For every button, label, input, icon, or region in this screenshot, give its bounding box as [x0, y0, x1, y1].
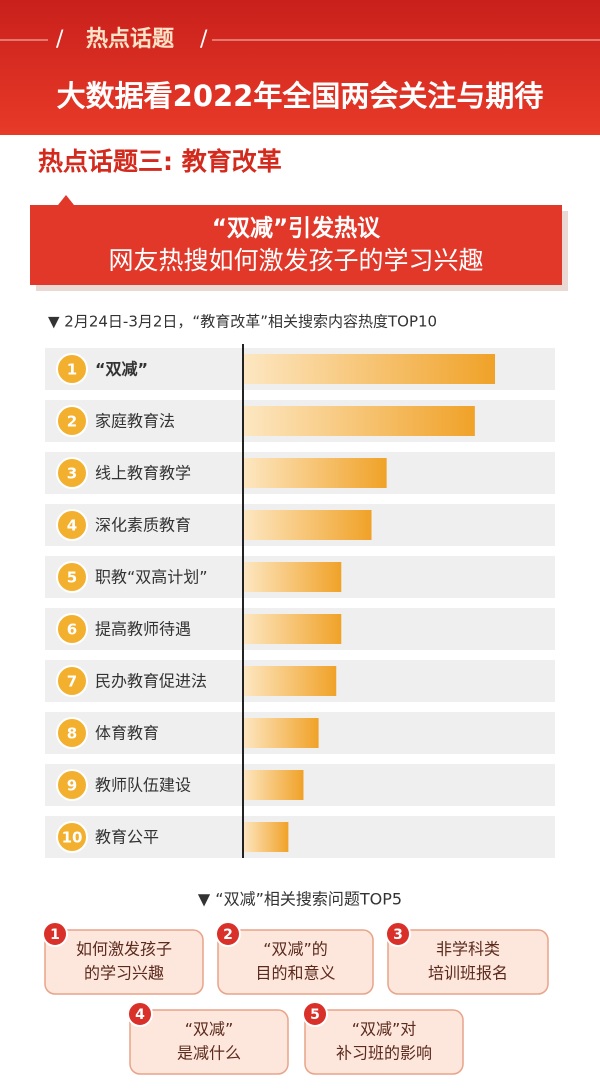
- rank-number: 8: [67, 725, 77, 743]
- bar: [243, 406, 475, 436]
- question-text: 非学科类: [436, 940, 500, 959]
- slash: /: [200, 27, 208, 52]
- question-text: 是减什么: [177, 1044, 241, 1063]
- question-box: [217, 929, 374, 995]
- question-rank: 4: [135, 1007, 145, 1023]
- rank-number: 4: [67, 517, 77, 535]
- category-label: 提高教师待遇: [95, 620, 191, 639]
- bar: [243, 770, 304, 800]
- rank-badge: [56, 457, 88, 489]
- question-badge: [215, 921, 241, 947]
- questions-title: ▼ “双减”相关搜索问题TOP5: [198, 890, 402, 909]
- question-badge: [302, 1001, 328, 1027]
- header-tag: 热点话题: [86, 26, 175, 52]
- header-bg: [0, 0, 600, 135]
- rank-badge: [56, 717, 88, 749]
- category-label: “双减”: [95, 360, 148, 379]
- question-text: 目的和意义: [255, 964, 335, 983]
- question-rank: 1: [50, 927, 60, 943]
- question-text: “双减”的: [263, 940, 328, 959]
- question-box: [129, 1009, 289, 1075]
- bar: [243, 822, 289, 852]
- rank-number: 10: [62, 829, 83, 847]
- question-badge: [385, 921, 411, 947]
- bar: [243, 666, 337, 696]
- category-label: 教师队伍建设: [95, 776, 191, 795]
- category-label: 职教“双高计划”: [95, 568, 208, 587]
- category-label: 家庭教育法: [95, 412, 175, 431]
- question-badge: [42, 921, 68, 947]
- rank-badge: [56, 821, 88, 853]
- bar: [243, 718, 319, 748]
- question-rank: 2: [223, 927, 233, 943]
- question-badge: [127, 1001, 153, 1027]
- bar: [243, 458, 387, 488]
- bar: [243, 614, 342, 644]
- rank-badge: [56, 405, 88, 437]
- category-label: 体育教育: [95, 724, 159, 743]
- header-title: 大数据看2022年全国两会关注与期待: [57, 79, 544, 113]
- row-bg: [45, 816, 555, 858]
- section-title: 热点话题三: 教育改革: [38, 147, 282, 176]
- question-rank: 5: [310, 1007, 320, 1023]
- rank-number: 2: [67, 413, 77, 431]
- question-text: “双减”: [185, 1020, 234, 1039]
- rank-number: 1: [67, 361, 77, 379]
- category-label: 民办教育促进法: [95, 672, 207, 691]
- rank-number: 7: [67, 673, 77, 691]
- category-label: 线上教育教学: [95, 464, 191, 483]
- question-text: 培训班报名: [428, 964, 508, 983]
- rank-badge: [56, 665, 88, 697]
- rank-badge: [56, 561, 88, 593]
- rank-badge: [56, 769, 88, 801]
- rank-number: 9: [67, 777, 77, 795]
- rank-badge: [56, 353, 88, 385]
- question-text: “双减”对: [352, 1020, 417, 1039]
- bar: [243, 354, 495, 384]
- bar: [243, 510, 372, 540]
- category-label: 教育公平: [95, 828, 159, 847]
- question-text: 的学习兴趣: [84, 964, 164, 983]
- banner: [30, 205, 562, 285]
- rank-badge: [56, 509, 88, 541]
- banner-pointer: [58, 195, 74, 205]
- slash: /: [56, 27, 64, 52]
- rank-number: 6: [67, 621, 77, 639]
- question-text: 补习班的影响: [336, 1044, 432, 1063]
- banner-line2: 网友热搜如何激发孩子的学习兴趣: [108, 246, 483, 275]
- chart-title: ▼ 2月24日-3月2日，“教育改革”相关搜索内容热度TOP10: [48, 313, 437, 331]
- question-box: [44, 929, 204, 995]
- rank-number: 3: [67, 465, 77, 483]
- question-box: [387, 929, 549, 995]
- rank-number: 5: [67, 569, 77, 587]
- question-text: 如何激发孩子: [76, 940, 172, 959]
- question-box: [304, 1009, 464, 1075]
- question-rank: 3: [393, 927, 403, 943]
- rank-badge: [56, 613, 88, 645]
- banner-line1: “双减”引发热议: [212, 215, 381, 242]
- category-label: 深化素质教育: [95, 516, 191, 535]
- bar: [243, 562, 342, 592]
